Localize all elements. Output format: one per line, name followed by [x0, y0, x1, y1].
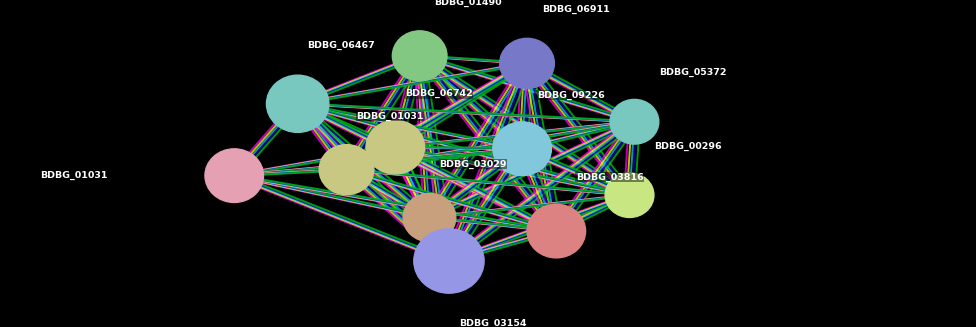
Text: BDBG_09226: BDBG_09226 — [537, 91, 604, 100]
Ellipse shape — [493, 122, 551, 176]
Text: BDBG_05372: BDBG_05372 — [659, 68, 726, 77]
Text: BDBG_03029: BDBG_03029 — [439, 159, 507, 168]
Text: BDBG_01490: BDBG_01490 — [434, 0, 502, 7]
Ellipse shape — [414, 229, 484, 293]
Text: BDBG_06467: BDBG_06467 — [307, 41, 375, 50]
Ellipse shape — [500, 38, 554, 88]
Ellipse shape — [319, 145, 374, 195]
Ellipse shape — [392, 31, 447, 81]
Text: BDBG_01031: BDBG_01031 — [356, 112, 424, 121]
Ellipse shape — [605, 173, 654, 217]
Text: BDBG_06911: BDBG_06911 — [542, 5, 609, 14]
Text: BDBG_06742: BDBG_06742 — [405, 89, 472, 98]
Text: BDBG_03816: BDBG_03816 — [576, 173, 643, 182]
Ellipse shape — [366, 120, 425, 174]
Ellipse shape — [527, 204, 586, 258]
Ellipse shape — [205, 149, 264, 202]
Ellipse shape — [610, 99, 659, 144]
Text: BDBG_01031: BDBG_01031 — [40, 171, 107, 180]
Text: BDBG_00296: BDBG_00296 — [654, 141, 721, 150]
Ellipse shape — [266, 75, 329, 132]
Text: BDBG_03154: BDBG_03154 — [459, 319, 526, 327]
Ellipse shape — [403, 194, 456, 242]
